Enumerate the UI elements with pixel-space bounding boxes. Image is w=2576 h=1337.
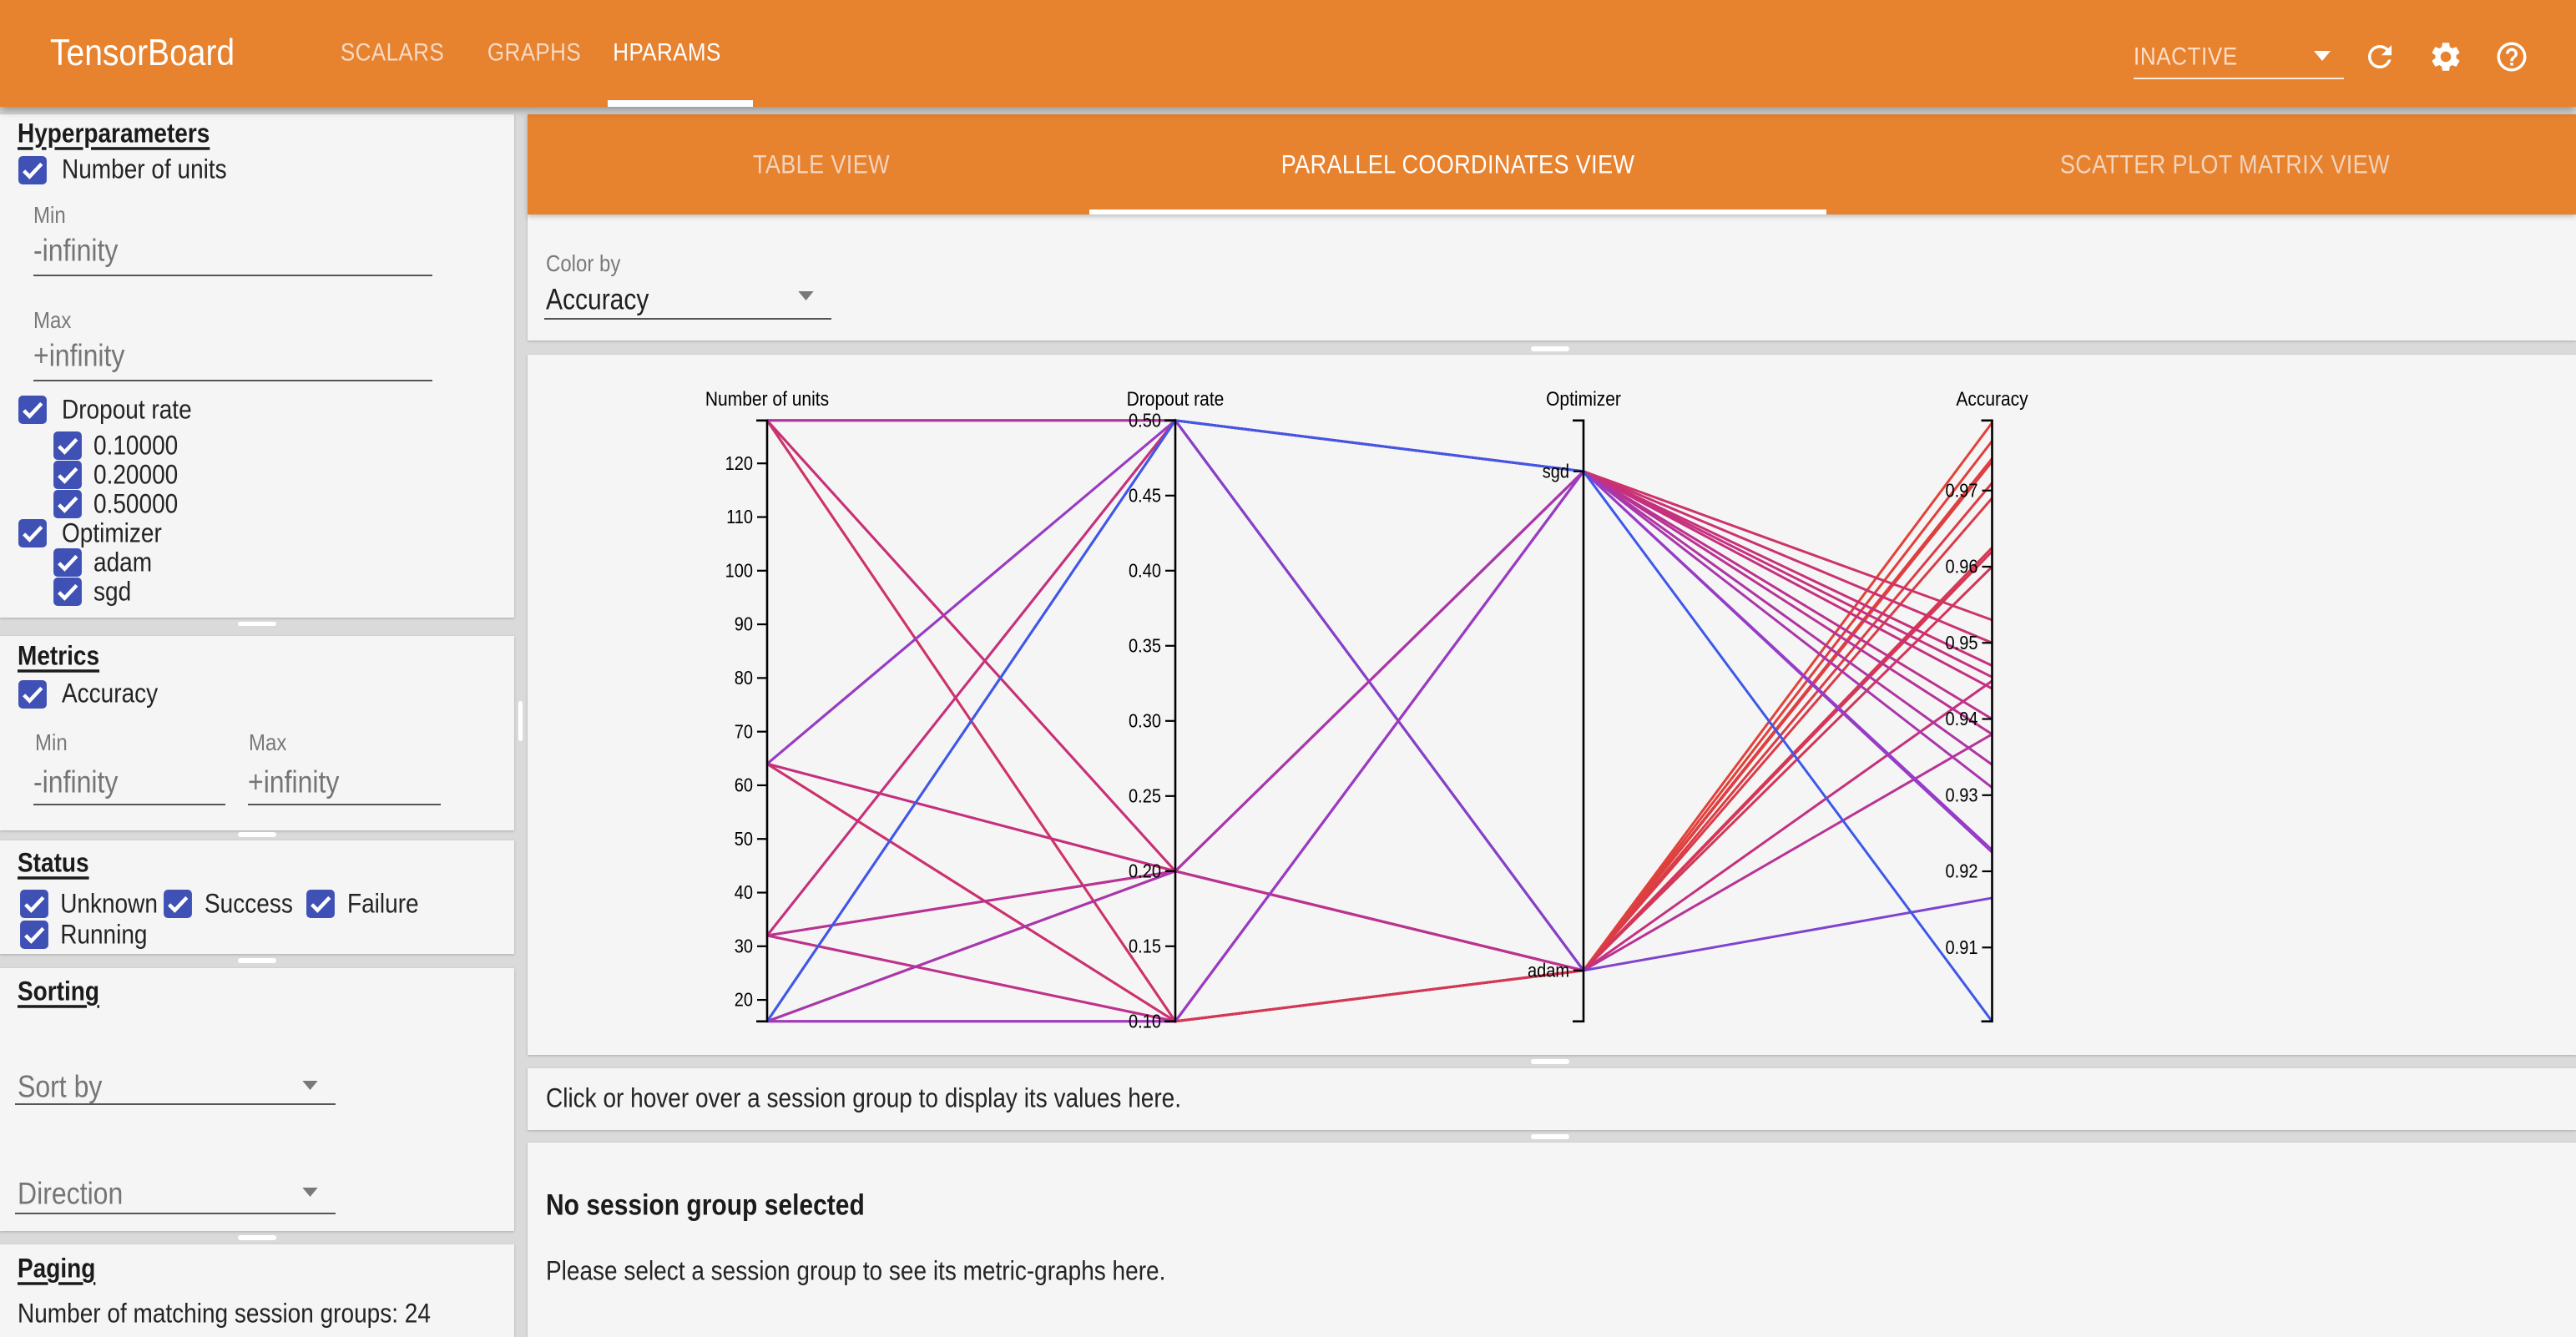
svg-text:0.45: 0.45	[1129, 485, 1161, 507]
svg-text:Dropout rate: Dropout rate	[1127, 388, 1225, 411]
svg-text:0.30: 0.30	[1129, 710, 1161, 732]
svg-text:0.40: 0.40	[1129, 560, 1161, 582]
svg-text:adam: adam	[1528, 960, 1569, 981]
svg-text:30: 30	[735, 936, 753, 957]
svg-text:sgd: sgd	[1543, 461, 1569, 482]
svg-text:40: 40	[735, 881, 753, 903]
svg-text:0.95: 0.95	[1946, 632, 1978, 653]
svg-text:0.25: 0.25	[1129, 785, 1161, 807]
svg-text:0.35: 0.35	[1129, 635, 1161, 657]
svg-text:0.10: 0.10	[1129, 1011, 1161, 1032]
svg-text:70: 70	[735, 720, 753, 742]
svg-text:120: 120	[725, 452, 753, 474]
svg-text:Number of units: Number of units	[705, 388, 829, 411]
svg-text:20: 20	[735, 989, 753, 1011]
svg-text:0.91: 0.91	[1946, 936, 1978, 958]
svg-text:50: 50	[735, 828, 753, 850]
svg-text:0.93: 0.93	[1946, 785, 1978, 806]
svg-text:0.50: 0.50	[1129, 410, 1161, 431]
svg-text:100: 100	[725, 560, 753, 582]
svg-text:0.20: 0.20	[1129, 860, 1161, 882]
svg-text:0.15: 0.15	[1129, 936, 1161, 957]
svg-text:0.94: 0.94	[1946, 708, 1978, 729]
svg-text:0.92: 0.92	[1946, 860, 1978, 882]
svg-text:90: 90	[735, 613, 753, 635]
svg-text:Accuracy: Accuracy	[1956, 388, 2028, 411]
svg-text:60: 60	[735, 774, 753, 796]
svg-text:110: 110	[726, 506, 753, 527]
svg-text:0.96: 0.96	[1946, 556, 1978, 578]
svg-text:80: 80	[735, 667, 753, 689]
svg-text:Optimizer: Optimizer	[1546, 388, 1621, 411]
svg-text:0.97: 0.97	[1946, 480, 1978, 502]
